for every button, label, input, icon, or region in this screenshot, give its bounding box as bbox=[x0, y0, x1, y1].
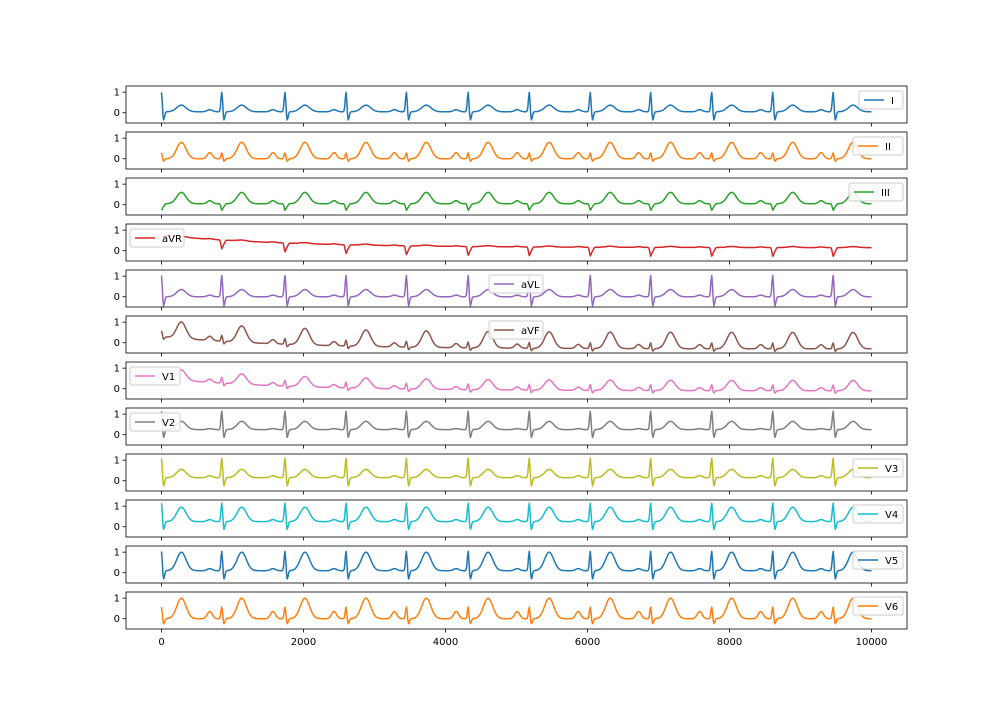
series-line bbox=[160, 321, 872, 353]
legend-box bbox=[848, 182, 904, 202]
y-tick-label: 0 bbox=[114, 614, 120, 625]
axes-frame bbox=[125, 223, 908, 262]
ecg-panel: 0 1 aVR bbox=[114, 223, 908, 265]
legend: II bbox=[852, 136, 904, 156]
y-tick-label: 1 bbox=[114, 548, 120, 559]
series-line bbox=[160, 550, 872, 580]
legend-label: V6 bbox=[885, 602, 898, 613]
x-tick-label: 6000 bbox=[575, 637, 600, 648]
y-tick-label: 0 bbox=[114, 338, 120, 349]
legend: V5 bbox=[852, 550, 904, 570]
legend: V3 bbox=[852, 458, 904, 478]
x-tick-label: 0 bbox=[158, 637, 164, 648]
axes-frame bbox=[125, 315, 908, 354]
series-line bbox=[160, 369, 872, 394]
y-tick-label: 0 bbox=[114, 108, 120, 119]
axes-frame bbox=[125, 269, 908, 308]
legend-label: V1 bbox=[162, 372, 175, 383]
ecg-panel: 0 1 aVL bbox=[114, 269, 908, 311]
series-line bbox=[160, 91, 872, 121]
ecg-panels: 01I01II01III01aVR01aVL01aVF01V101V201V30… bbox=[114, 85, 908, 633]
ecg-panel: 0 1 II bbox=[114, 131, 908, 173]
legend-label: V5 bbox=[885, 556, 898, 567]
series-line bbox=[160, 502, 872, 531]
y-tick-label: 1 bbox=[114, 134, 120, 145]
legend-label: III bbox=[881, 188, 890, 199]
ecg-panel: 0 1 III bbox=[114, 177, 908, 219]
ecg-panel: 0 1 I bbox=[114, 85, 908, 127]
ecg-panel: 0 1 V3 bbox=[114, 453, 908, 495]
series-line bbox=[160, 191, 872, 211]
y-tick-label: 1 bbox=[114, 272, 120, 283]
axes-frame bbox=[125, 361, 908, 400]
axes-frame bbox=[125, 85, 908, 124]
y-tick-label: 1 bbox=[114, 318, 120, 329]
legend-label: aVR bbox=[162, 234, 182, 245]
axes-frame bbox=[125, 177, 908, 216]
series-line bbox=[160, 274, 872, 307]
legend: V6 bbox=[852, 596, 904, 616]
y-tick-label: 0 bbox=[114, 200, 120, 211]
axes-frame bbox=[125, 131, 908, 170]
x-tick-label: 2000 bbox=[291, 637, 316, 648]
y-tick-label: 0 bbox=[114, 154, 120, 165]
legend-label: aVL bbox=[521, 280, 540, 291]
legend-label: I bbox=[891, 96, 894, 107]
ecg-panel: 0 1 aVF bbox=[114, 315, 908, 357]
ecg-panel: 0 1 V5 bbox=[114, 545, 908, 587]
series-line bbox=[160, 141, 872, 162]
y-tick-label: 0 bbox=[114, 522, 120, 533]
ecg-panel: 0 1 V4 bbox=[114, 499, 908, 541]
y-tick-label: 0 bbox=[114, 430, 120, 441]
legend-label: V4 bbox=[885, 510, 898, 521]
y-tick-label: 1 bbox=[114, 456, 120, 467]
legend: I bbox=[858, 90, 904, 110]
y-tick-label: 1 bbox=[114, 502, 120, 513]
legend-box bbox=[129, 228, 185, 248]
y-tick-label: 0 bbox=[114, 568, 120, 579]
series-line bbox=[160, 410, 872, 439]
axes-frame bbox=[125, 407, 908, 446]
y-tick-label: 0 bbox=[114, 476, 120, 487]
y-tick-label: 1 bbox=[114, 364, 120, 375]
ecg-panel: 0 1 V2 bbox=[114, 407, 908, 449]
y-tick-label: 0 bbox=[114, 246, 120, 257]
series-line bbox=[160, 235, 872, 258]
legend: V1 bbox=[129, 366, 181, 386]
y-tick-label: 1 bbox=[114, 594, 120, 605]
x-tick-label: 4000 bbox=[433, 637, 458, 648]
y-tick-label: 1 bbox=[114, 88, 120, 99]
x-tick-label: 10000 bbox=[856, 637, 888, 648]
axes-frame bbox=[125, 453, 908, 492]
ecg-panel: 0 1 V1 bbox=[114, 361, 908, 403]
y-tick-label: 1 bbox=[114, 180, 120, 191]
ecg-panel: 0 1 V6 bbox=[114, 591, 908, 633]
legend-box bbox=[488, 320, 544, 340]
y-tick-label: 0 bbox=[114, 384, 120, 395]
axes-frame bbox=[125, 499, 908, 538]
legend: V2 bbox=[129, 412, 181, 432]
x-tick-label: 8000 bbox=[717, 637, 742, 648]
y-tick-label: 1 bbox=[114, 410, 120, 421]
legend-label: II bbox=[885, 142, 891, 153]
series-line bbox=[160, 597, 872, 625]
legend-box bbox=[488, 274, 544, 294]
legend: V4 bbox=[852, 504, 904, 524]
axes-frame bbox=[125, 545, 908, 584]
legend: aVF bbox=[488, 320, 544, 340]
legend: III bbox=[848, 182, 904, 202]
legend-label: V3 bbox=[885, 464, 898, 475]
legend-label: V2 bbox=[162, 418, 175, 429]
shared-x-axis: 0 2000 4000 6000 8000 10000 bbox=[158, 637, 887, 648]
legend: aVL bbox=[488, 274, 544, 294]
y-tick-label: 0 bbox=[114, 292, 120, 303]
y-tick-label: 1 bbox=[114, 226, 120, 237]
legend: aVR bbox=[129, 228, 185, 248]
axes-frame bbox=[125, 591, 908, 630]
legend-label: aVF bbox=[521, 326, 540, 337]
series-line bbox=[160, 457, 872, 487]
